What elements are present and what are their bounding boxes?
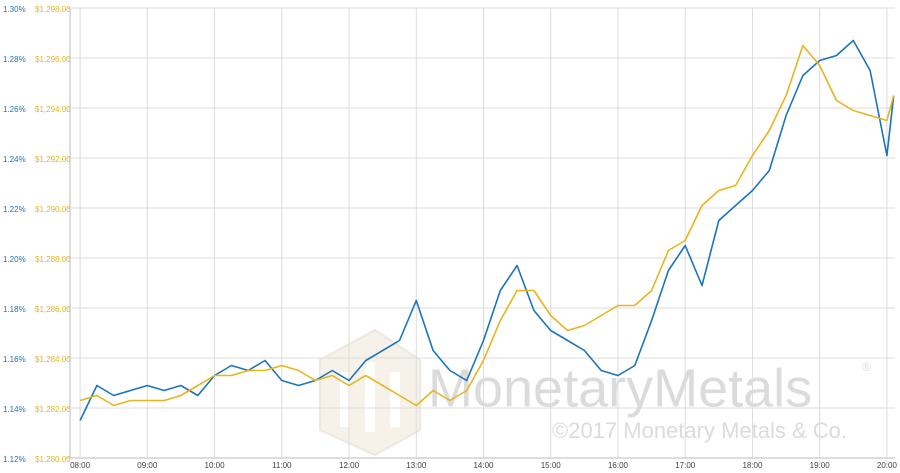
- y2-tick-label: $1,292.00: [35, 155, 71, 164]
- y-tick-label: 1.18%: [3, 305, 26, 314]
- series-line: [79, 44, 895, 407]
- x-tick-label: 16:00: [608, 461, 629, 470]
- y-tick-label: 1.30%: [3, 5, 26, 14]
- y2-tick-label: $1,284.00: [35, 355, 71, 364]
- y2-tick-label: $1,282.00: [35, 405, 71, 414]
- x-tick-label: 19:00: [810, 461, 831, 470]
- y2-tick-label: $1,298.00: [35, 5, 71, 14]
- x-tick-label: 18:00: [742, 461, 763, 470]
- watermark-copyright: ©2017 Monetary Metals & Co.: [552, 418, 847, 443]
- x-tick-label: 11:00: [272, 461, 292, 470]
- x-tick-label: 10:00: [205, 461, 226, 470]
- x-tick-label: 09:00: [137, 461, 158, 470]
- x-tick-label: 12:00: [339, 461, 360, 470]
- y2-tick-label: $1,280.00: [35, 455, 71, 464]
- y2-tick-label: $1,286.00: [35, 305, 71, 314]
- watermark-logo-bar: [390, 372, 400, 427]
- y2-tick-label: $1,290.00: [35, 205, 71, 214]
- y2-tick-label: $1,288.00: [35, 255, 71, 264]
- x-tick-label: 14:00: [473, 461, 494, 470]
- y-tick-label: 1.22%: [3, 205, 26, 214]
- y-tick-label: 1.20%: [3, 255, 26, 264]
- watermark-brand: MonetaryMetals: [428, 358, 812, 418]
- x-tick-label: 17:00: [675, 461, 696, 470]
- y-tick-label: 1.12%: [3, 455, 26, 464]
- y-tick-label: 1.26%: [3, 105, 26, 114]
- x-tick-label: 13:00: [406, 461, 427, 470]
- watermark-logo: [319, 328, 421, 457]
- watermark-logo-bar: [365, 362, 375, 432]
- plot: 1.12% 1.14% 1.16% 1.18% 1.20% 1.22% 1.24% 1.26%…: [3, 5, 897, 470]
- y2-tick-label: $1,294.00: [35, 105, 71, 114]
- y-tick-label: 1.28%: [3, 55, 26, 64]
- series-line: [79, 39, 895, 421]
- y-tick-label: 1.16%: [3, 355, 26, 364]
- x-tick-label: 15:00: [541, 461, 562, 470]
- watermark-registered: ®: [862, 360, 871, 374]
- y2-tick-label: $1,296.00: [35, 55, 71, 64]
- y-tick-label: 1.24%: [3, 155, 26, 164]
- y-tick-label: 1.14%: [3, 405, 26, 414]
- x-tick-label: 08:00: [70, 461, 91, 470]
- watermark: MonetaryMetals ® ©2017 Monetary Metals &…: [319, 328, 871, 457]
- watermark-logo-bar: [340, 372, 350, 427]
- x-tick-label: 20:00: [877, 461, 898, 470]
